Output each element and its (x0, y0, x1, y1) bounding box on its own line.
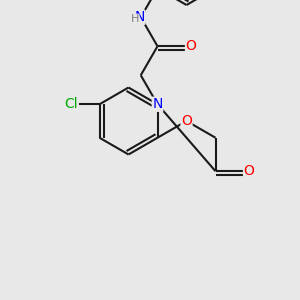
Text: Cl: Cl (65, 97, 78, 111)
Text: N: N (152, 97, 163, 111)
Text: O: O (186, 39, 196, 53)
Text: H: H (130, 14, 139, 24)
Text: O: O (181, 114, 192, 128)
Text: O: O (244, 164, 254, 178)
Text: N: N (134, 10, 145, 24)
